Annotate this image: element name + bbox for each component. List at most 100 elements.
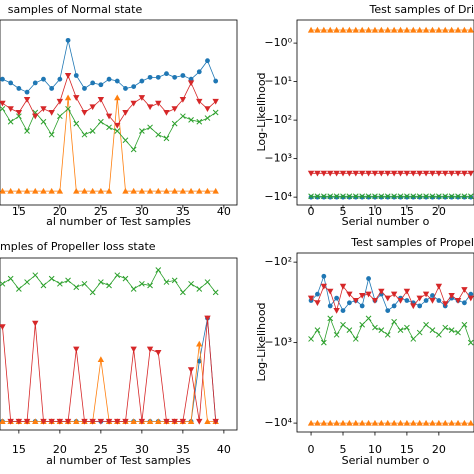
data-point — [155, 100, 162, 107]
data-point — [163, 135, 170, 142]
data-point — [327, 194, 333, 200]
data-point — [404, 193, 410, 200]
data-point — [430, 194, 435, 200]
data-point — [114, 418, 121, 425]
data-point — [73, 418, 80, 424]
data-point — [307, 26, 315, 33]
data-point — [187, 418, 195, 424]
data-point — [365, 419, 372, 426]
x-tick-label: 5 — [340, 443, 347, 456]
series-line — [310, 285, 472, 313]
panel-title: mples of Propeller loss state — [0, 240, 156, 253]
data-point — [467, 419, 474, 426]
data-point — [327, 419, 334, 426]
data-point — [417, 303, 423, 309]
data-point — [138, 418, 146, 425]
data-point — [352, 26, 359, 33]
data-point — [346, 26, 353, 33]
data-point — [180, 113, 186, 120]
data-point — [404, 298, 410, 303]
data-point — [15, 418, 23, 425]
y-tick-label: −10¹ — [264, 75, 292, 88]
data-point — [7, 118, 14, 125]
data-point — [24, 128, 30, 134]
x-tick-label: 5 — [340, 205, 347, 218]
data-point — [307, 295, 315, 302]
x-tick-label: 20 — [432, 443, 446, 456]
data-point — [384, 295, 391, 302]
data-point — [155, 350, 162, 356]
data-point — [89, 289, 96, 296]
data-point — [122, 137, 129, 144]
x-tick-label: 15 — [400, 205, 414, 218]
data-point — [56, 418, 64, 425]
data-point — [188, 280, 194, 287]
data-point — [390, 170, 398, 177]
data-point — [410, 170, 417, 177]
data-point — [448, 170, 455, 177]
data-point — [65, 105, 71, 112]
data-point — [352, 419, 359, 426]
panel: Test samples of Dri Serial number o Log-Li… — [255, 3, 474, 228]
data-point — [122, 109, 129, 116]
data-point — [340, 194, 346, 200]
x-tick-label: 30 — [135, 205, 149, 218]
data-point — [49, 86, 55, 91]
data-point — [314, 193, 321, 200]
data-point — [403, 26, 411, 33]
data-point — [122, 187, 129, 194]
data-point — [378, 288, 385, 295]
data-point — [15, 109, 23, 116]
data-point — [23, 418, 31, 425]
data-point — [180, 289, 186, 296]
data-point — [378, 194, 384, 200]
series-line — [2, 318, 217, 422]
data-point — [339, 283, 347, 290]
data-point — [391, 194, 397, 200]
data-point — [384, 170, 391, 177]
data-point — [442, 170, 449, 177]
data-point — [73, 187, 80, 194]
data-point — [146, 346, 154, 353]
data-point — [81, 418, 88, 425]
axes-frame — [0, 19, 238, 206]
data-point — [397, 297, 404, 304]
x-axis-label: Serial number o — [342, 454, 430, 467]
data-point — [378, 327, 385, 334]
data-point — [371, 419, 379, 426]
data-point — [416, 329, 423, 336]
data-point — [196, 340, 203, 347]
data-point — [403, 419, 411, 426]
data-point — [359, 303, 365, 309]
data-point — [179, 418, 187, 425]
data-point — [448, 292, 455, 299]
data-point — [397, 26, 404, 33]
data-point — [163, 187, 170, 194]
data-point — [114, 78, 120, 84]
data-point — [106, 124, 112, 131]
data-point — [123, 86, 128, 91]
data-point — [397, 170, 404, 177]
data-point — [461, 193, 468, 200]
data-point — [455, 329, 461, 336]
data-point — [333, 331, 340, 338]
data-point — [97, 96, 105, 103]
data-point — [130, 418, 137, 424]
data-point — [442, 26, 449, 33]
data-point — [0, 324, 6, 330]
axes-frame — [0, 257, 238, 431]
data-point — [340, 321, 346, 328]
data-point — [448, 327, 455, 334]
x-tick-label: 0 — [308, 443, 315, 456]
data-point — [171, 120, 178, 127]
data-point — [73, 346, 80, 353]
data-point — [32, 80, 38, 86]
data-point — [57, 76, 63, 82]
data-point — [171, 106, 178, 112]
data-point — [327, 315, 334, 322]
data-point — [212, 109, 219, 116]
data-point — [0, 187, 6, 194]
data-point — [204, 115, 211, 121]
data-point — [196, 187, 203, 194]
data-point — [372, 194, 378, 200]
